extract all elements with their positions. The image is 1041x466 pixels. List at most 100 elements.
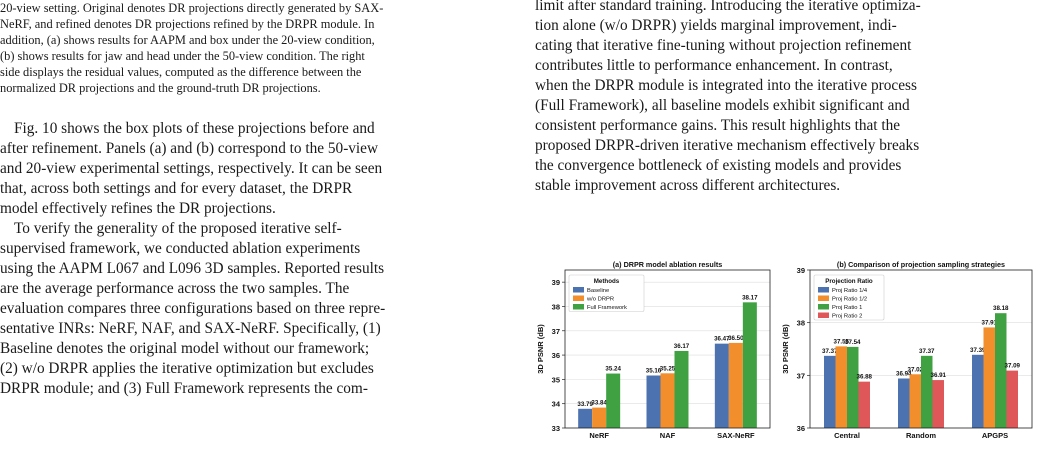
- bar-proj-ratio-1-4: [898, 378, 910, 428]
- y-tick-label: 39: [797, 266, 805, 275]
- paragraph-line: stable improvement across different arch…: [535, 177, 841, 194]
- legend-title: Methods: [594, 278, 620, 285]
- y-tick-label: 38: [552, 302, 560, 311]
- paragraph-line: (Full Framework), all baseline models ex…: [535, 97, 910, 114]
- bar-value-label: 38.17: [742, 294, 758, 301]
- caption-line: addition, (a) shows results for AAPM and…: [0, 33, 375, 47]
- paragraph-line: Baseline denotes the original model with…: [0, 340, 370, 357]
- bar-proj-ratio-2: [1006, 370, 1018, 428]
- caption-line: 20-view setting. Original denotes DR pro…: [0, 1, 384, 15]
- legend-swatch: [573, 295, 584, 301]
- legend-label: Baseline: [587, 288, 609, 294]
- legend-label: Proj Ratio 2: [832, 314, 862, 320]
- bar-value-label: 36.47: [714, 336, 730, 343]
- bar-value-label: 36.88: [857, 374, 873, 381]
- bar-value-label: 37.37: [919, 348, 935, 355]
- bar-full-framework: [742, 302, 757, 428]
- bar-value-label: 36.50: [728, 335, 744, 342]
- legend-swatch: [573, 304, 584, 310]
- legend-swatch: [818, 312, 829, 318]
- bar-value-label: 35.25: [660, 365, 676, 372]
- bar-value-label: 37.55: [834, 338, 850, 345]
- paragraph-line: are the average performance across the t…: [0, 280, 350, 297]
- bar-w-o-drpr: [728, 342, 743, 428]
- bar-value-label: 38.18: [993, 305, 1009, 312]
- bar-proj-ratio-1-4: [972, 354, 984, 428]
- y-tick-label: 37: [797, 371, 805, 380]
- legend-box: [568, 274, 645, 312]
- paragraph-line: after refinement. Panels (a) and (b) cor…: [0, 140, 379, 157]
- legend-label: Proj Ratio 1: [832, 305, 862, 311]
- bar-value-label: 37.09: [1005, 363, 1021, 370]
- x-tick-label: SAX-NeRF: [717, 431, 755, 440]
- legend-swatch: [818, 295, 829, 301]
- bar-proj-ratio-1-2: [983, 327, 995, 428]
- paragraph-line: supervised framework, we conducted ablat…: [0, 240, 361, 257]
- bar-value-label: 35.24: [605, 366, 621, 373]
- paragraph-line: tion alone (w/o DRPR) yields marginal im…: [535, 17, 897, 34]
- chart-projection-sampling: (b) Comparison of projection sampling st…: [781, 260, 1033, 440]
- bar-proj-ratio-2: [858, 381, 870, 428]
- bar-baseline: [646, 375, 661, 428]
- x-tick-label: Random: [906, 431, 936, 440]
- legend-label: Full Framework: [587, 305, 627, 311]
- y-tick-label: 33: [552, 424, 560, 433]
- paragraph-line: evaluation compares three configurations…: [0, 300, 386, 317]
- bar-proj-ratio-1: [847, 346, 859, 428]
- ablation-figure: (a) DRPR model ablation results 33 34 35 36 3…: [536, 260, 1033, 440]
- paragraph-line: using the AAPM L067 and L096 3D samples.…: [0, 260, 385, 277]
- bar-proj-ratio-2: [932, 380, 944, 428]
- bar-proj-ratio-1: [995, 313, 1007, 428]
- y-tick-label: 36: [797, 424, 805, 433]
- plot-frame: [809, 269, 1033, 429]
- bar-w-o-drpr: [592, 407, 607, 428]
- paragraph-line: To verify the generality of the proposed…: [14, 220, 342, 237]
- chart-title: (a) DRPR model ablation results: [613, 260, 722, 269]
- plot-frame: [564, 269, 771, 429]
- y-tick-label: 38: [797, 319, 805, 328]
- y-tick-label: 37: [552, 327, 560, 336]
- paragraph-line: DRPR module; and (3) Full Framework repr…: [0, 380, 368, 397]
- bar-value-label: 33.84: [591, 400, 607, 407]
- paragraph-line: (2) w/o DRPR applies the iterative optim…: [0, 360, 374, 377]
- paragraph-line: cating that iterative fine-tuning withou…: [535, 37, 912, 54]
- x-tick-label: NeRF: [589, 431, 609, 440]
- paragraph-line: consistent performance gains. This resul…: [535, 117, 901, 134]
- legend-swatch: [818, 287, 829, 293]
- legend-label: Proj Ratio 1/2: [832, 297, 867, 303]
- y-tick-label: 34: [552, 400, 561, 409]
- paragraph-line: limit after standard training. Introduci…: [535, 0, 921, 14]
- bar-full-framework: [606, 373, 621, 428]
- caption-line: side displays the residual values, compu…: [0, 65, 362, 79]
- bar-value-label: 37.39: [970, 347, 986, 354]
- x-tick-label: NAF: [660, 431, 676, 440]
- bar-value-label: 37.37: [822, 348, 838, 355]
- paragraph-line: Fig. 10 shows the box plots of these pro…: [14, 120, 375, 137]
- bar-baseline: [578, 408, 593, 428]
- bar-value-label: 37.54: [845, 339, 861, 346]
- paragraph-line: the convergence bottleneck of existing m…: [535, 157, 902, 174]
- bar-value-label: 37.91: [982, 319, 998, 326]
- y-axis-label: 3D PSNR (dB): [781, 324, 790, 374]
- bar-w-o-drpr: [660, 373, 675, 428]
- legend-label: Proj Ratio 1/4: [832, 288, 868, 294]
- bar-full-framework: [674, 350, 689, 428]
- y-tick-label: 36: [552, 351, 560, 360]
- bar-proj-ratio-1-2: [835, 346, 847, 428]
- chart-drpr-ablation: (a) DRPR model ablation results 33 34 35 36 3…: [536, 260, 771, 440]
- legend-swatch: [573, 287, 584, 293]
- bar-value-label: 33.79: [577, 401, 593, 408]
- bar-value-label: 36.17: [674, 343, 690, 350]
- paragraph-line: and 20-view experimental settings, respe…: [0, 160, 383, 177]
- bar-value-label: 36.94: [896, 370, 912, 377]
- legend-swatch: [818, 304, 829, 310]
- y-tick-label: 39: [552, 278, 560, 287]
- bar-value-label: 37.02: [908, 366, 924, 373]
- caption-line: NeRF, and refined denotes DR projections…: [0, 17, 375, 31]
- legend-box: [813, 274, 885, 321]
- bar-value-label: 35.16: [646, 367, 662, 374]
- bar-proj-ratio-1-4: [824, 355, 836, 428]
- y-axis-label: 3D PSNR (dB): [536, 324, 545, 374]
- caption-line: normalized DR projections and the ground…: [0, 81, 321, 95]
- paragraph-line: sentative INRs: NeRF, NAF, and SAX-NeRF.…: [0, 320, 381, 337]
